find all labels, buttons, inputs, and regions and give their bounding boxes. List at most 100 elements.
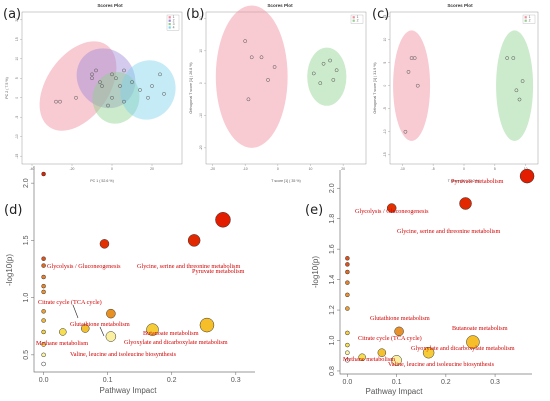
y-tick-label-b: -10 <box>199 113 203 118</box>
panel-label-e: (e) <box>305 203 323 218</box>
x-axis-label-b: T score [1] ( 35 %) <box>271 179 301 183</box>
legend-swatch-c-1 <box>524 16 527 19</box>
score-point-b-1-2 <box>246 97 251 102</box>
score-point-a-1-2 <box>58 99 62 104</box>
y-tick-label-d: 1.0 <box>23 293 30 303</box>
legend-label-a-3: 3 <box>173 22 175 26</box>
pathway-bubble-e-19 <box>391 355 402 366</box>
axes-d <box>33 166 255 373</box>
chart-title-c: Scores Plot <box>447 3 473 8</box>
score-point-a-4-4 <box>150 84 154 88</box>
label-pyruvate-metabolism: Pyruvate metabolism <box>192 268 245 275</box>
pathway-bubble-d-9 <box>41 329 46 335</box>
legend-swatch-a-2 <box>168 19 171 22</box>
y-tick-label-b: -20 <box>199 145 203 150</box>
score-point-a-4-2 <box>138 88 142 92</box>
label-glutathione-metabolism-e: Glutathione metabolism <box>370 315 430 322</box>
score-point-a-1-3 <box>74 95 78 100</box>
x-axis-label-e: Pathway Impact <box>366 387 424 396</box>
x-tick-label-e: 0.0 <box>343 379 353 386</box>
score-point-a-3-2 <box>110 95 114 100</box>
score-point-c-1-2 <box>406 70 411 74</box>
x-tick-label-d: 0.2 <box>167 377 177 384</box>
label-glyoxylate-dicarboxylate-e: Glyoxylate and dicarboxylate metabolism <box>411 345 515 352</box>
y-tick-label-a: 5 <box>15 77 19 79</box>
legend-label-a-4: 4 <box>173 25 175 29</box>
score-point-a-4-3 <box>146 95 150 100</box>
score-point-b-2-6 <box>334 68 339 73</box>
y-tick-label-c: -10 <box>383 129 387 134</box>
score-point-a-4-5 <box>158 72 162 77</box>
score-point-a-2-4 <box>114 76 118 81</box>
label-citrate-cycle-d: Citrate cycle (TCA cycle) <box>38 299 102 306</box>
y-tick-label-d: 0.5 <box>23 350 30 360</box>
score-point-b-2-5 <box>331 78 336 82</box>
pathway-bubble-e-5 <box>345 292 350 298</box>
label-glycolysis-gluconeogenesis-e: Glycolysis / Gluconeogenesis <box>355 208 429 215</box>
score-point-a-4-1 <box>130 80 134 85</box>
panel-label-b: (b) <box>186 7 204 22</box>
y-tick-label-a: -5 <box>15 116 19 119</box>
plot-frame-b <box>205 11 367 165</box>
pathway-bubble-d-21 <box>105 331 117 342</box>
pathway-bubble-e-6 <box>345 306 350 311</box>
pathway-bubble-d-19 <box>80 324 90 333</box>
label-glutathione-metabolism-d: Glutathione metabolism <box>70 321 130 328</box>
x-tick-label-a: -20 <box>70 167 75 171</box>
y-tick-label-e: 1.6 <box>329 244 336 254</box>
score-point-a-4-6 <box>162 91 166 96</box>
x-tick-label-c: -10 <box>400 167 405 171</box>
x-axis-label-a: PC 1 ( 52.6 %) <box>90 179 114 183</box>
score-point-c-1-5 <box>415 83 420 88</box>
panel-label-c: (c) <box>372 7 389 22</box>
pathway-bubble-e-13 <box>386 203 397 213</box>
confidence-ellipse-a-2 <box>76 48 136 109</box>
pathway-bubble-e-17 <box>377 348 387 357</box>
pathway-bubble-e-7 <box>345 330 350 336</box>
label-butanoate-metabolism-d: Butanoate metabolism <box>143 330 199 337</box>
legend-b: 12 <box>350 14 364 24</box>
pathway-bubble-e-10 <box>345 358 350 363</box>
y-tick-label-c: 10 <box>383 38 387 42</box>
chart-title-b: Scores Plot <box>267 3 293 8</box>
score-point-a-1-4 <box>90 72 94 77</box>
y-tick-label-e: 1.8 <box>329 214 336 224</box>
x-tick-label-a: 0 <box>111 167 113 171</box>
legend-swatch-a-4 <box>168 26 171 29</box>
confidence-ellipse-b-2 <box>307 47 347 106</box>
confidence-ellipse-c-2 <box>496 30 534 141</box>
pathway-bubble-d-5 <box>41 283 46 289</box>
score-point-a-1-6 <box>100 84 104 88</box>
pathway-plot-e: 0.0 0.1 0.2 0.3 0.8 1.0 1.2 1.4 1.6 1.8 2.0 Pyruv… <box>311 168 535 396</box>
pathway-plot-d: 0.0 0.1 0.2 0.3 0.5 1.0 1.5 2.0 Pyruvate metab… <box>5 166 255 395</box>
x-tick-label-e: 0.2 <box>441 379 451 386</box>
y-tick-label-a: -10 <box>15 134 19 139</box>
y-tick-label-a: 10 <box>15 57 19 61</box>
score-point-a-2-2 <box>98 80 102 85</box>
x-tick-label-e: 0.3 <box>490 379 500 386</box>
y-tick-label-b: 10 <box>199 49 203 53</box>
pathway-bubble-e-18 <box>358 353 366 362</box>
x-tick-label-b: 20 <box>341 167 345 171</box>
score-point-c-2-2 <box>511 56 516 60</box>
panel-label-d: (d) <box>4 203 22 218</box>
y-tick-label-c: -5 <box>383 107 387 110</box>
x-tick-label-c: -5 <box>432 167 435 171</box>
legend-label-b-2: 2 <box>357 19 359 23</box>
legend-label-c-2: 2 <box>529 19 531 23</box>
score-point-a-2-3 <box>110 72 114 77</box>
x-tick-label-e: 0.1 <box>392 379 402 386</box>
label-citrate-cycle-e: Citrate cycle (TCA cycle) <box>358 335 422 342</box>
x-axis-label-c: T score [1] ( 23.2 %) <box>448 179 481 183</box>
x-tick-label-d: 0.0 <box>39 377 49 384</box>
pathway-bubble-d-10 <box>41 342 46 347</box>
label-methane-metabolism-d: Methane metabolism <box>36 340 88 347</box>
score-point-b-1-5 <box>266 78 270 82</box>
confidence-ellipse-c-1 <box>393 30 431 141</box>
scores-plot-a: Scores Plot -40 -20 0 20 -15 -10 -5 0 5 10 15 20 1… <box>5 3 183 183</box>
pathway-bubble-d-8 <box>41 318 46 323</box>
y-tick-label-a: 0 <box>15 97 19 99</box>
label-glycine-serine-threonine: Glycine, serine and threonine metabolism <box>137 263 240 270</box>
